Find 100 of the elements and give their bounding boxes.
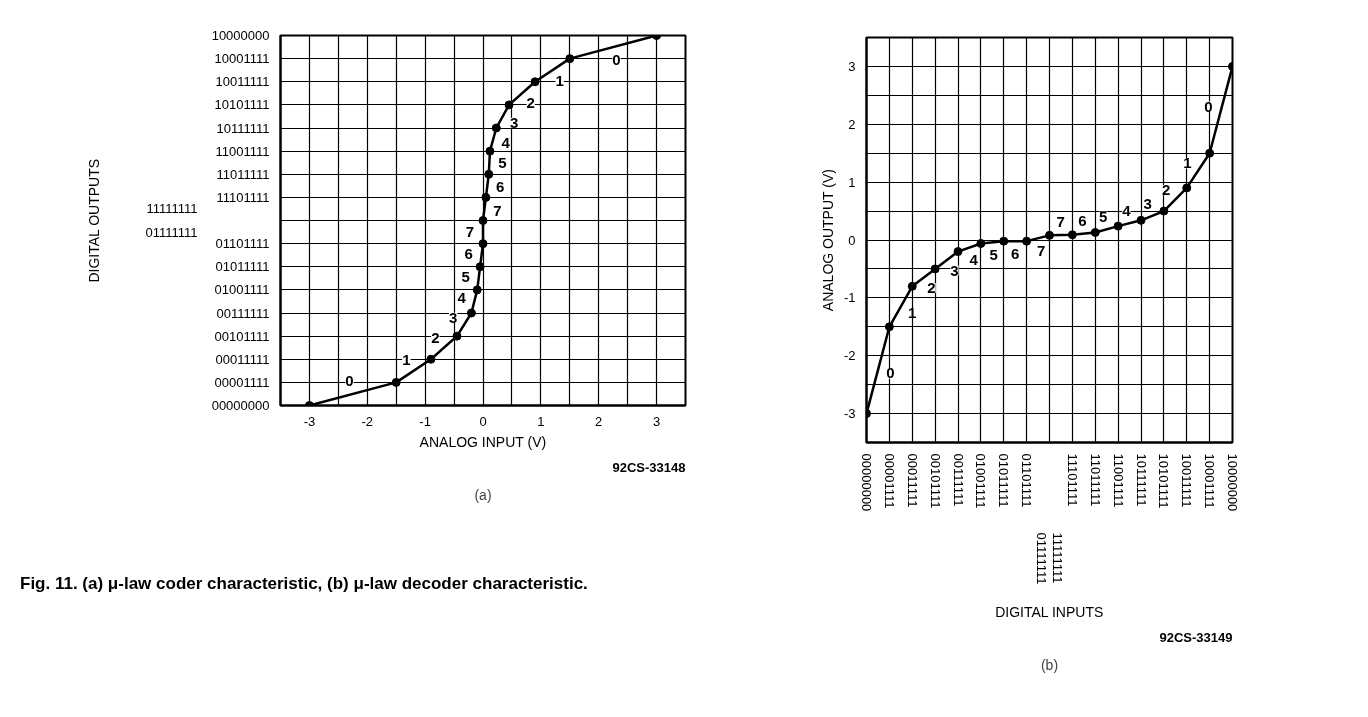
point	[478, 216, 488, 225]
x-tick-label: 00101111	[927, 453, 943, 509]
y-tick-label: -2	[843, 348, 856, 364]
point	[1113, 221, 1123, 231]
y-tick-label: 10001111	[214, 51, 270, 67]
point	[472, 285, 482, 295]
x-tick-label: 2	[595, 413, 603, 429]
x-tick-label: -2	[361, 413, 374, 429]
annotation: 2	[431, 328, 440, 346]
point	[999, 236, 1009, 246]
y-tick-label: 00111111	[216, 305, 270, 321]
annotation: 3	[1143, 194, 1152, 212]
annotation: 5	[461, 267, 470, 285]
y-tick-label: 01011111	[215, 259, 270, 275]
y-tick-label: 0	[848, 232, 856, 248]
text: 92CS-33149	[1159, 629, 1233, 645]
x-tick-label: 10111111	[1133, 453, 1149, 507]
x-tick-label: 00111111	[950, 453, 966, 507]
x-tick-label: 11101111	[1064, 453, 1080, 507]
annotation: 1	[907, 303, 917, 321]
x-tick-label: 01001111	[973, 453, 989, 509]
annotation: 7	[1037, 241, 1046, 259]
x-tick-label: 11001111	[1110, 453, 1126, 508]
annotation: 6	[1078, 211, 1087, 229]
y-tick-label: 00000000	[211, 398, 270, 413]
point	[475, 262, 485, 272]
x-tick-label: 10011111	[1179, 453, 1195, 508]
y-tick-label: 1	[848, 174, 856, 190]
point	[504, 100, 514, 110]
x-tick-label: 01101111	[1019, 453, 1035, 508]
point	[565, 54, 575, 64]
annotation: 7	[1056, 213, 1065, 231]
point	[1136, 215, 1146, 225]
x-tick-label: 0	[479, 413, 487, 429]
text: (b)	[1040, 656, 1059, 673]
annotation: 7	[465, 223, 475, 241]
point	[884, 322, 894, 332]
point	[1159, 206, 1169, 216]
text: 11111111	[146, 201, 198, 217]
y-tick-label: 10101111	[214, 97, 270, 113]
annotation: 3	[449, 308, 458, 326]
text: 92CS-33148	[612, 459, 686, 475]
x-tick-label: -3	[303, 413, 316, 429]
annotation: 1	[1183, 154, 1192, 172]
point	[1205, 148, 1215, 158]
y-axis-title: DIGITAL OUTPUTS	[86, 158, 103, 283]
annotation: 4	[1122, 201, 1132, 219]
point	[485, 146, 495, 156]
point	[484, 169, 494, 179]
y-tick-label: 01001111	[214, 282, 270, 298]
x-tick-label: 10001111	[1202, 453, 1218, 509]
y-tick-label: 00101111	[214, 328, 270, 344]
x-tick-label: 01011111	[996, 453, 1012, 508]
point	[481, 192, 491, 202]
x-tick-label: 11011111	[1087, 453, 1103, 507]
y-tick-label: 01101111	[215, 236, 270, 252]
point	[907, 281, 917, 291]
y-tick-label: 3	[848, 58, 856, 74]
point	[530, 77, 540, 87]
point	[1022, 236, 1032, 246]
y-tick-label: 00011111	[215, 351, 270, 367]
x-tick-label: 10101111	[1156, 453, 1172, 509]
annotation: 4	[969, 250, 979, 268]
annotation: 5	[989, 246, 998, 264]
annotation: 6	[496, 178, 505, 196]
x-tick-label: -1	[419, 413, 431, 429]
y-tick-label: 11101111	[216, 189, 270, 205]
annotation: 0	[345, 372, 354, 390]
annotation: 4	[501, 134, 511, 152]
x-axis-title: DIGITAL INPUTS	[995, 603, 1104, 620]
point	[426, 354, 436, 364]
text: 01111111	[145, 224, 198, 240]
text: 01111111	[1033, 532, 1049, 585]
x-tick-label: 10000000	[1225, 453, 1240, 512]
y-tick-label: 11011111	[216, 166, 270, 182]
text: (a)	[474, 486, 492, 503]
x-tick-label: 00011111	[904, 453, 920, 508]
point	[466, 308, 476, 318]
annotation: 5	[498, 154, 507, 172]
point	[478, 239, 488, 249]
annotation: 0	[612, 50, 621, 68]
x-tick-label: 3	[652, 413, 661, 429]
y-tick-label: 2	[848, 116, 856, 132]
annotation: 6	[1011, 245, 1020, 263]
annotation: 0	[1204, 97, 1213, 115]
y-axis-title: ANALOG OUTPUT (V)	[819, 169, 836, 312]
point	[953, 247, 963, 257]
point	[1090, 227, 1100, 237]
point	[1045, 230, 1054, 240]
point	[930, 264, 940, 274]
annotation: 4	[457, 289, 467, 307]
y-tick-label: 10000000	[211, 28, 270, 43]
text: 11111111	[1050, 532, 1066, 584]
point	[1182, 183, 1192, 193]
caption: Fig. 11. (a) μ-law coder characteristic, (b) μ-law decoder characteristic.	[20, 573, 588, 595]
point	[391, 377, 401, 387]
annotation: 6	[464, 244, 473, 262]
annotation: 2	[927, 278, 936, 296]
annotation: 1	[555, 72, 564, 90]
annotation: 2	[1161, 181, 1171, 199]
